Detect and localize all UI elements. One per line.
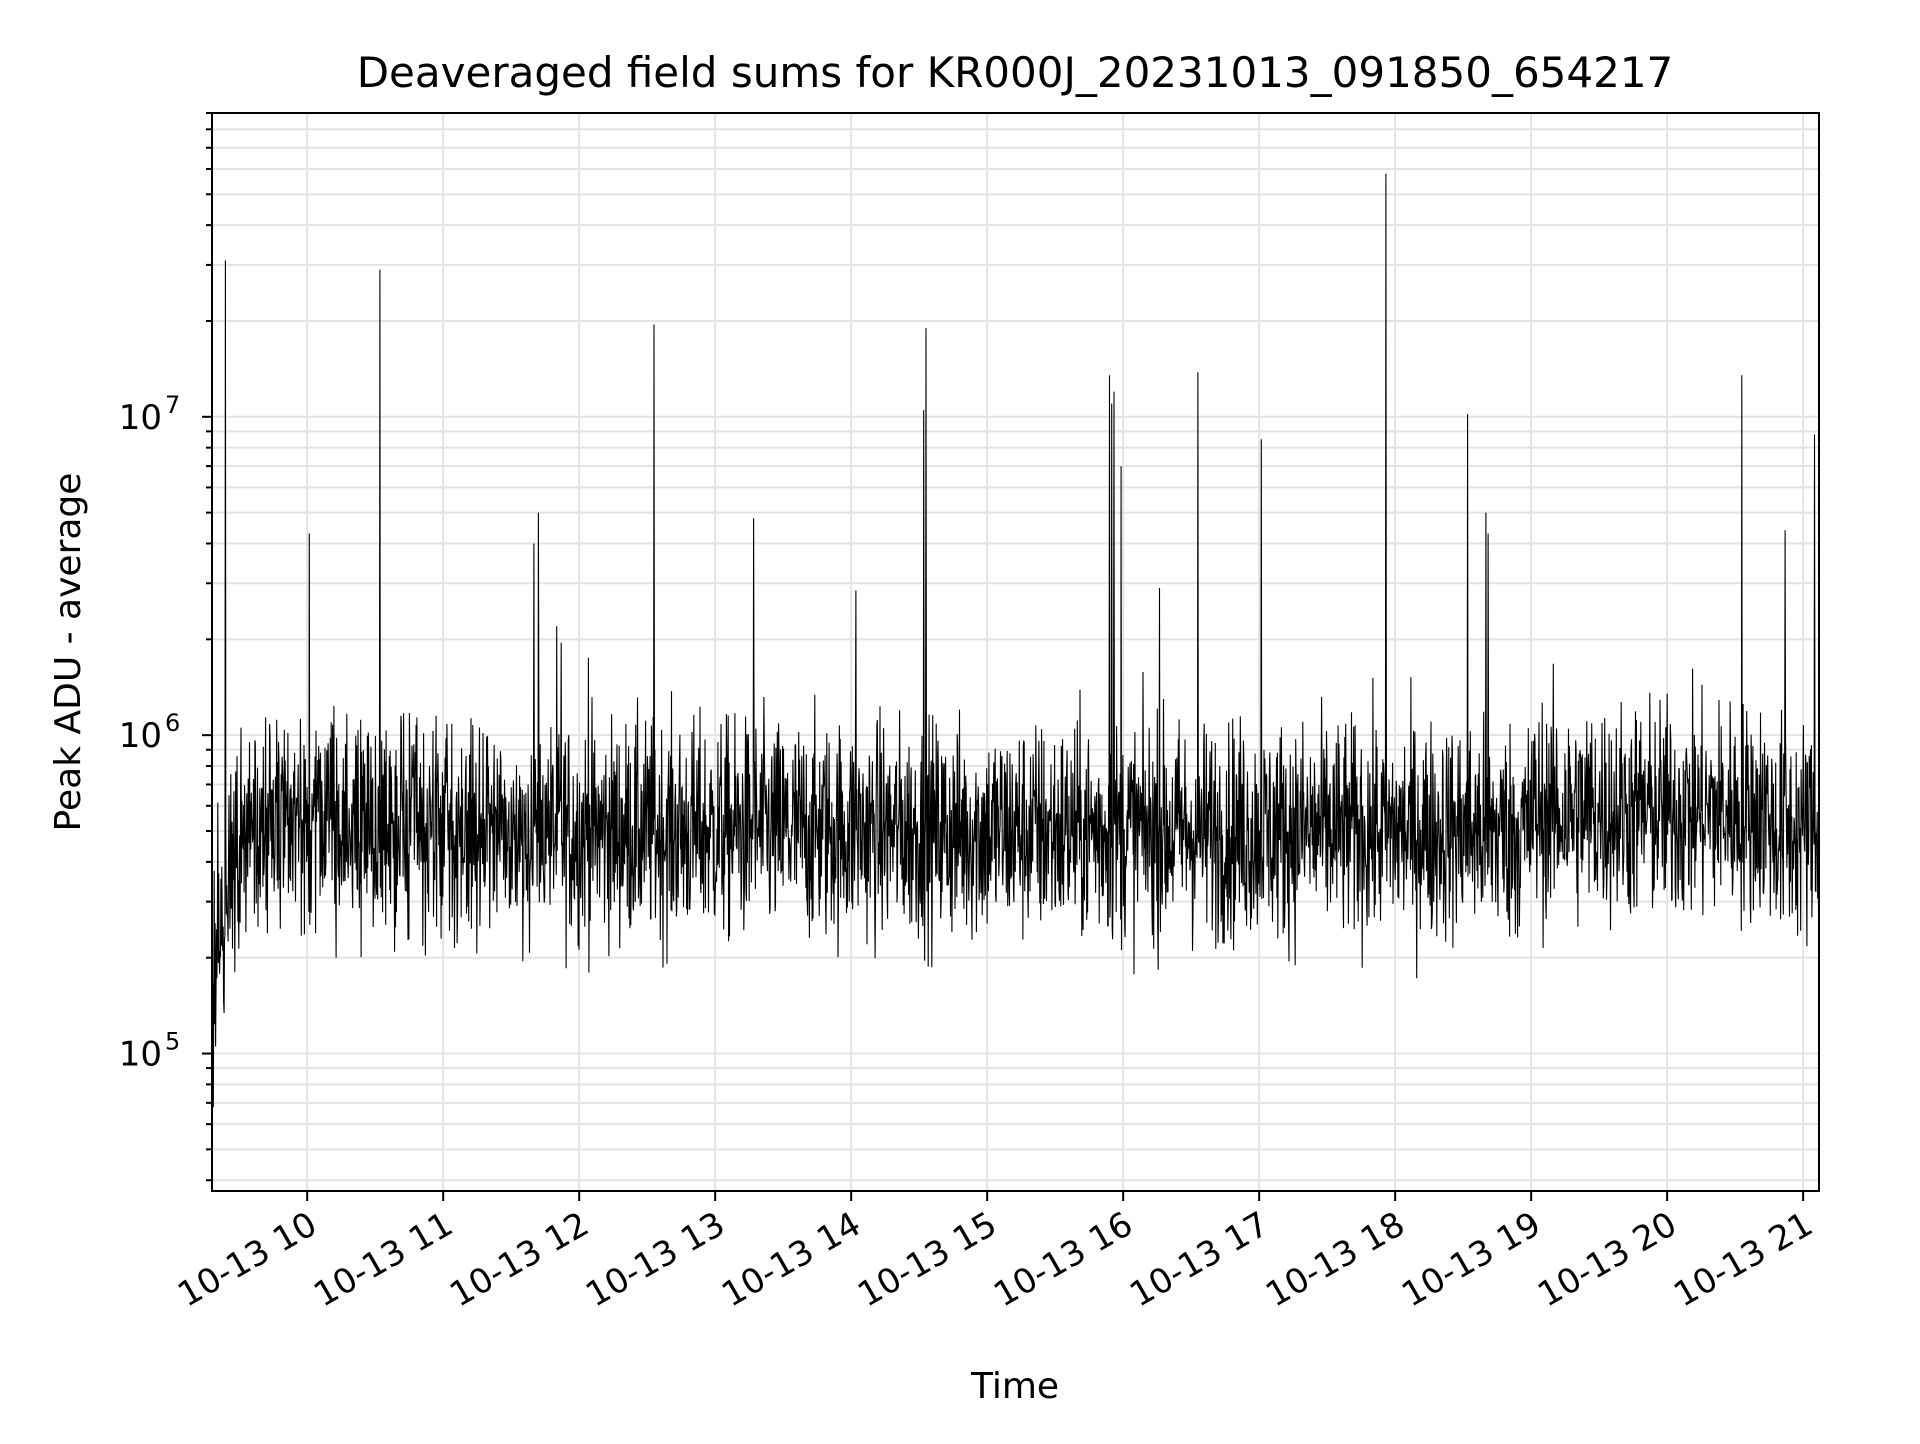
y-axis-label: Peak ADU - average (48, 473, 89, 832)
y-tick-exponent: 5 (165, 1028, 180, 1056)
y-tick-label: 10 (119, 398, 162, 438)
y-tick-label: 10 (119, 716, 162, 756)
y-tick-label: 10 (119, 1035, 162, 1075)
y-tick-exponent: 7 (165, 391, 180, 419)
series-layer (211, 173, 1820, 1108)
x-axis-label: Time (970, 1366, 1059, 1407)
chart-title: Deaveraged field sums for KR000J_2023101… (357, 48, 1674, 97)
y-tick-exponent: 6 (165, 709, 180, 737)
series-line (211, 173, 1820, 1108)
plot-frame (211, 112, 1820, 1192)
